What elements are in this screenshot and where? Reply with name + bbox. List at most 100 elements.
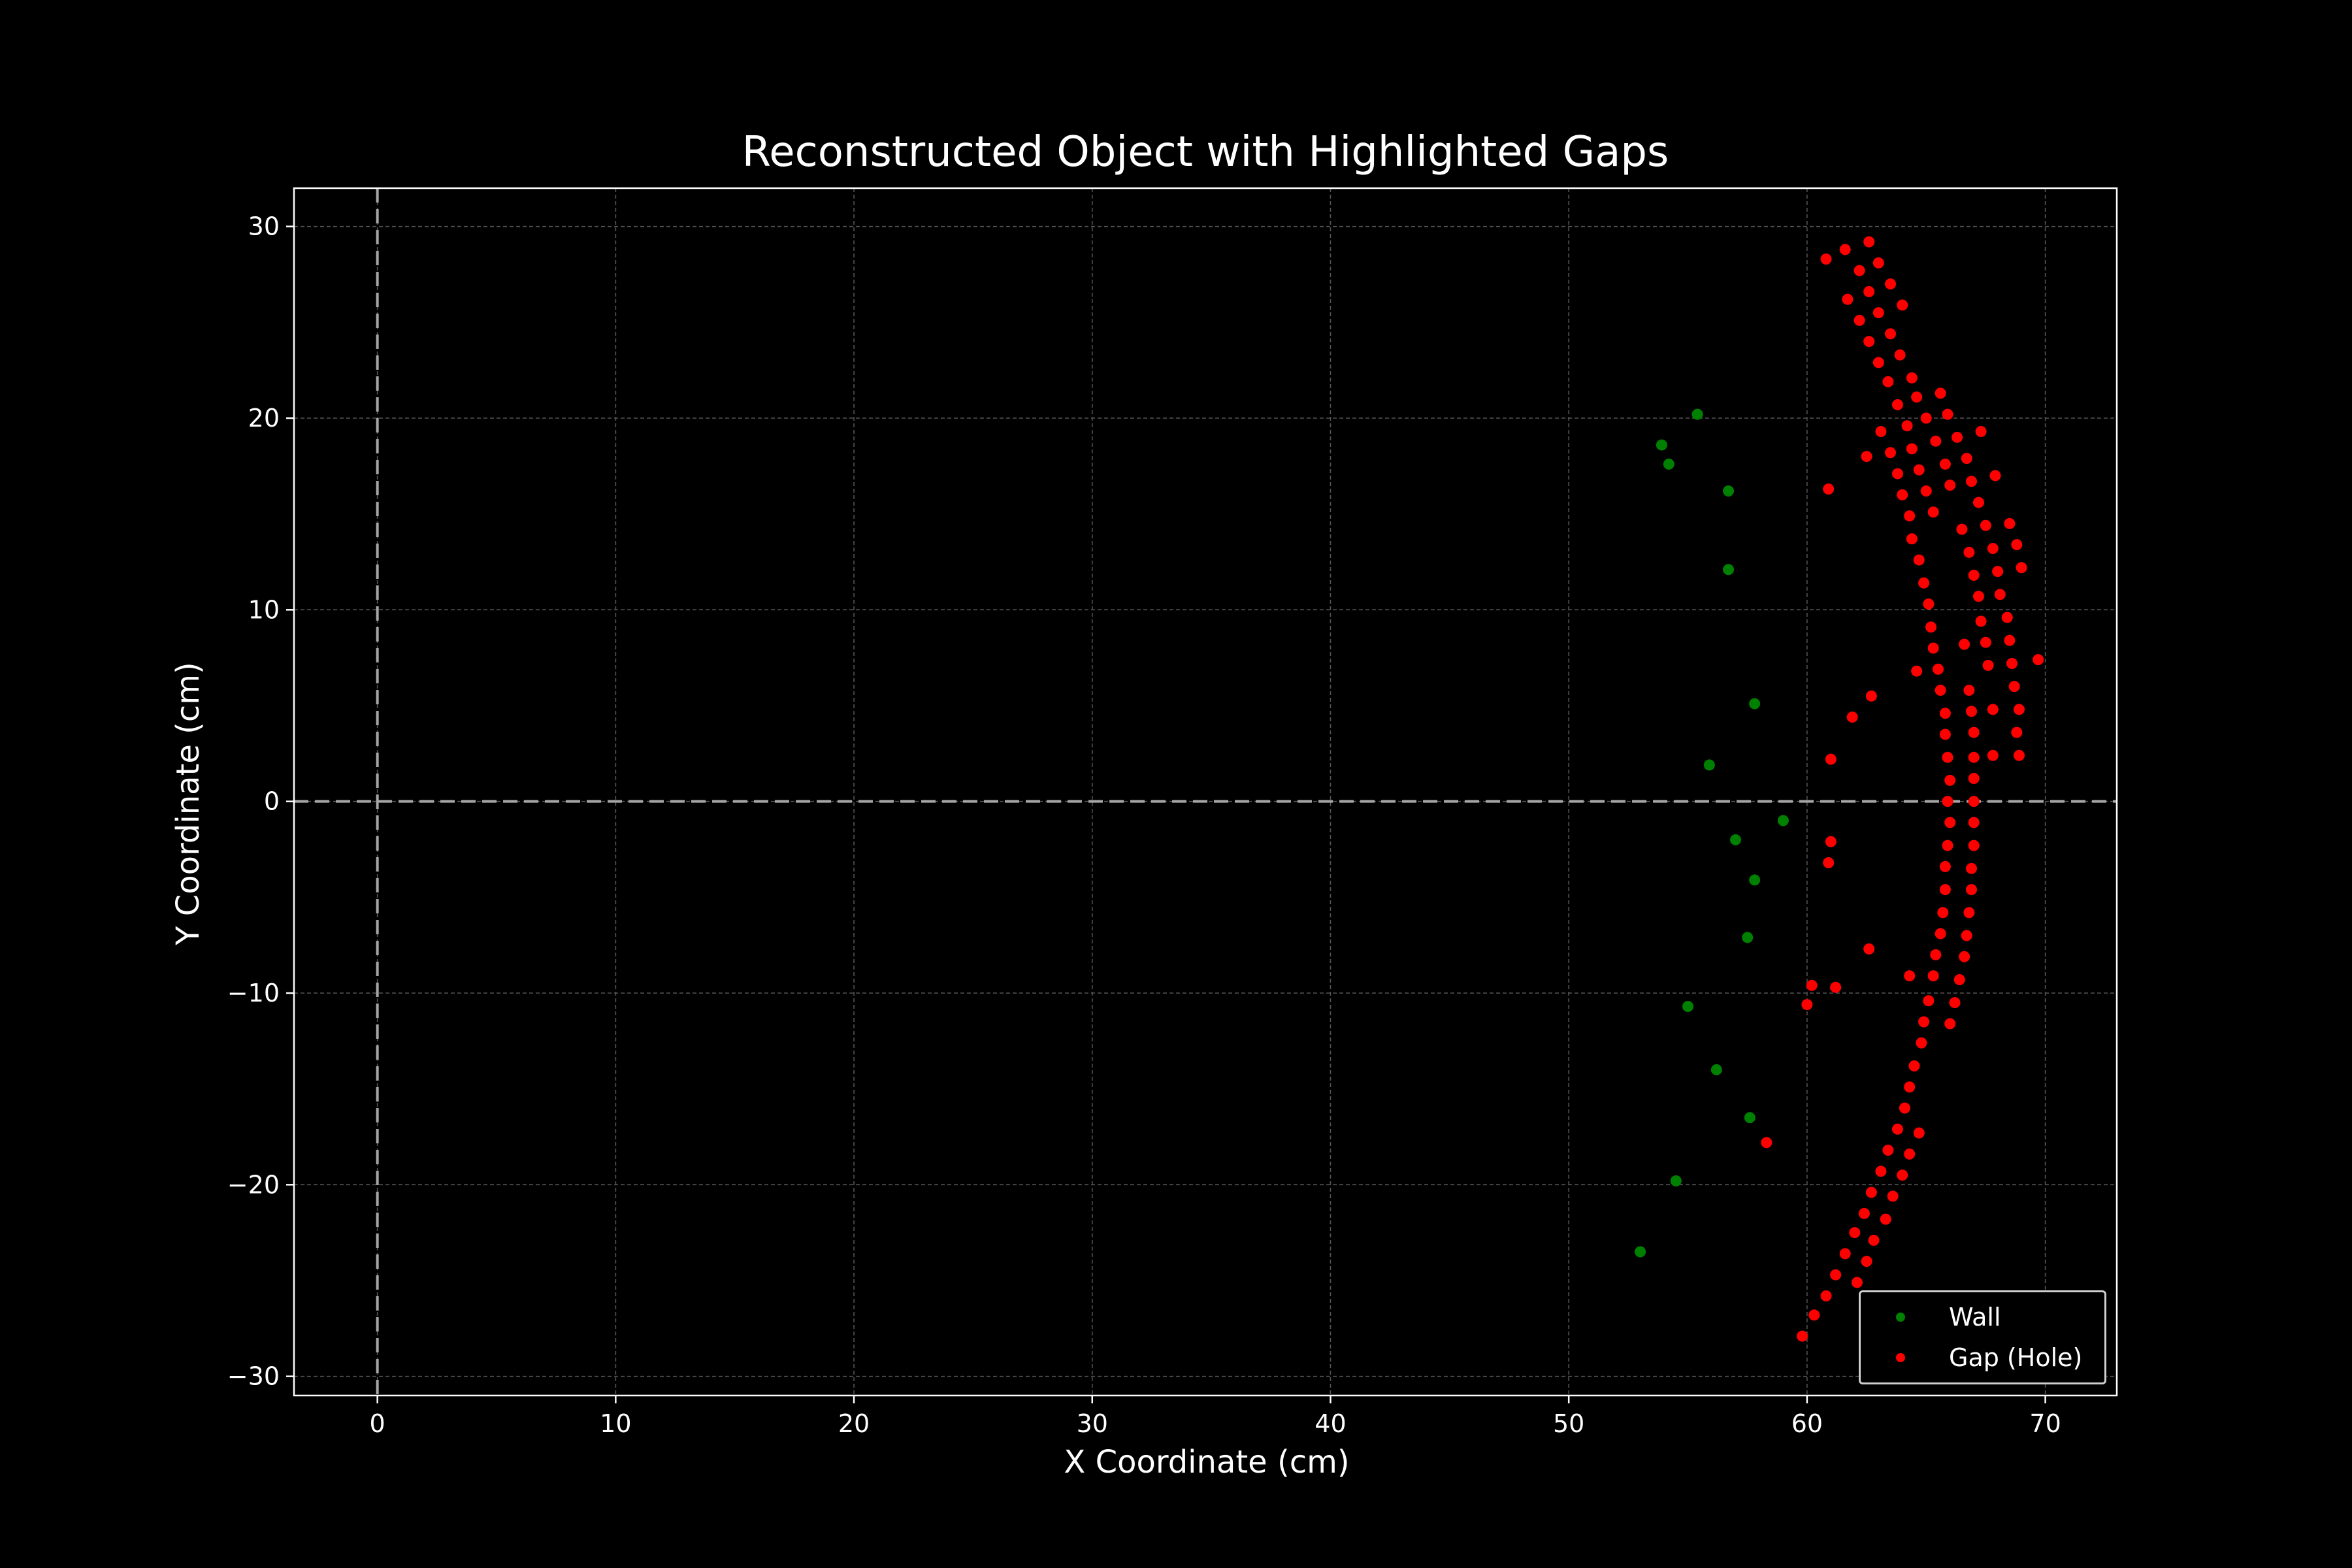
gap-point xyxy=(2001,612,2013,623)
gap-point xyxy=(1913,1127,1925,1139)
x-tick-label: 0 xyxy=(370,1409,385,1438)
gap-point xyxy=(1823,857,1835,869)
gap-point xyxy=(2033,654,2044,666)
axis-ticks: 0 10 20 30 40 50 60 70 −30 −20 −10 0 10 20 30 xyxy=(227,212,2061,1438)
gap-point xyxy=(1918,1016,1930,1028)
gap-point xyxy=(2016,562,2027,574)
y-tick-label: −20 xyxy=(227,1170,280,1199)
y-tick-label: 0 xyxy=(264,787,280,816)
gap-point xyxy=(1966,884,1978,896)
gap-point xyxy=(1918,577,1930,589)
gap-point xyxy=(1939,458,1951,470)
gap-point xyxy=(1968,751,1980,763)
wall-point xyxy=(1749,698,1761,710)
x-tick-label: 20 xyxy=(838,1409,870,1438)
gap-point xyxy=(1825,836,1837,847)
gap-point xyxy=(1944,817,1956,828)
gap-point xyxy=(1872,257,1884,269)
gap-point xyxy=(1908,1060,1920,1071)
gap-point xyxy=(1808,1309,1820,1321)
gap-point xyxy=(1839,244,1851,255)
legend-marker-gap xyxy=(1896,1353,1905,1362)
wall-point xyxy=(1656,439,1667,451)
gap-point xyxy=(1865,690,1877,702)
legend: Wall Gap (Hole) xyxy=(1859,1290,2106,1384)
gap-point xyxy=(1994,589,2006,600)
wall-point xyxy=(1703,759,1715,771)
gap-point xyxy=(1875,426,1887,438)
wall-point xyxy=(1682,1001,1694,1013)
gap-point xyxy=(1956,523,1968,535)
gap-point xyxy=(1942,796,1953,808)
gap-point xyxy=(1897,299,1908,311)
gap-point xyxy=(1863,236,1875,248)
gap-point xyxy=(1894,349,1906,361)
gap-point xyxy=(1901,420,1913,432)
gap-point xyxy=(1858,1207,1870,1219)
gap-point xyxy=(1942,840,1953,851)
gap-point xyxy=(1899,1102,1910,1114)
gap-point xyxy=(1968,772,1980,784)
gap-point xyxy=(1872,357,1884,368)
gap-point xyxy=(1966,706,1978,717)
gap-point xyxy=(1891,1123,1903,1135)
gap-point xyxy=(1980,519,1991,531)
gap-point xyxy=(1830,1269,1842,1281)
gap-point xyxy=(1868,1234,1880,1246)
gap-point xyxy=(1942,408,1953,420)
gap-point xyxy=(1820,253,1832,265)
x-tick-label: 60 xyxy=(1791,1409,1823,1438)
y-tick-label: −30 xyxy=(227,1362,280,1391)
x-tick-label: 10 xyxy=(600,1409,631,1438)
gap-point xyxy=(1854,265,1865,276)
wall-point xyxy=(1635,1246,1646,1258)
gap-point xyxy=(1851,1277,1863,1288)
wall-point xyxy=(1749,874,1761,886)
gap-point xyxy=(1944,480,1956,491)
gap-point xyxy=(2004,517,2016,529)
x-tick-label: 40 xyxy=(1315,1409,1346,1438)
gap-point xyxy=(1968,727,1980,738)
gap-point xyxy=(1891,468,1903,480)
gap-point xyxy=(1952,431,1963,443)
gap-point xyxy=(1949,997,1961,1009)
gap-point xyxy=(1882,376,1894,387)
gap-point xyxy=(1968,796,1980,808)
gap-point xyxy=(1937,907,1949,919)
gap-point xyxy=(1980,636,1991,648)
gap-point xyxy=(1906,443,1918,455)
gap-point xyxy=(2013,749,2025,761)
gap-point xyxy=(1959,951,1970,962)
wall-point xyxy=(1663,458,1674,470)
gap-point xyxy=(2011,539,2023,551)
gap-point xyxy=(1968,840,1980,851)
gap-point xyxy=(1968,570,1980,581)
wall-point xyxy=(1729,834,1741,845)
gap-point xyxy=(1897,1169,1908,1181)
gap-point xyxy=(1863,336,1875,348)
legend-label-wall: Wall xyxy=(1949,1303,2001,1331)
gap-point xyxy=(1904,1081,1916,1093)
gap-point xyxy=(1875,1166,1887,1177)
y-axis-label: Y Coordinate (cm) xyxy=(170,662,206,945)
gap-point xyxy=(1992,566,2004,578)
gap-point xyxy=(1920,485,1932,497)
gap-point xyxy=(1820,1290,1832,1301)
grid-lines xyxy=(294,188,2117,1396)
gap-point xyxy=(1913,554,1925,566)
gap-point xyxy=(1882,1145,1894,1156)
gap-point xyxy=(1963,685,1975,696)
wall-point xyxy=(1777,815,1789,826)
y-tick-label: 10 xyxy=(248,595,280,624)
reference-lines xyxy=(294,188,2117,1396)
wall-point xyxy=(1710,1064,1722,1075)
x-tick-label: 30 xyxy=(1077,1409,1108,1438)
gap-point xyxy=(1854,314,1865,326)
gap-point xyxy=(1987,704,1999,715)
gap-point xyxy=(1797,1330,1808,1342)
plot-frame xyxy=(293,187,2118,1397)
gap-point xyxy=(1944,774,1956,786)
gap-point xyxy=(1906,372,1918,384)
gap-point xyxy=(1849,1227,1861,1239)
